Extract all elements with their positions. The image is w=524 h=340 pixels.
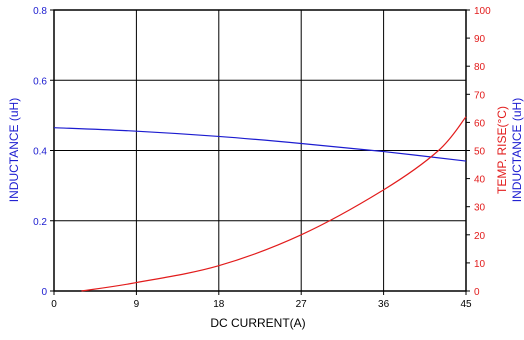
plot-frame xyxy=(53,9,467,292)
right-tick-label: 0 xyxy=(474,287,480,298)
x-tick-label: 0 xyxy=(51,299,57,310)
temp-rise-line xyxy=(81,116,467,292)
right-tick-label: 60 xyxy=(474,118,486,129)
right-axis-label-inductance: INDUCTANCE (uH) xyxy=(510,98,524,202)
x-tick-label: 27 xyxy=(296,299,308,310)
x-tick-label: 36 xyxy=(378,299,390,310)
ticks: 0 9 18 27 36 4500.20.40.60.801020304050607080… xyxy=(33,6,491,310)
right-axis-label-temp: TEMP. RISE(°C) xyxy=(495,106,509,194)
left-tick-label: 0.6 xyxy=(33,76,47,87)
x-tick-label: 45 xyxy=(460,299,472,310)
left-tick-label: 0.8 xyxy=(33,6,47,17)
left-tick-label: 0.2 xyxy=(33,217,47,228)
right-tick-label: 70 xyxy=(474,90,486,101)
right-tick-label: 80 xyxy=(474,62,486,73)
x-tick-label: 18 xyxy=(213,299,225,310)
right-tick-label: 30 xyxy=(474,203,486,214)
x-axis-label: DC CURRENT(A) xyxy=(210,316,305,330)
right-tick-label: 10 xyxy=(474,259,486,270)
grid xyxy=(50,9,470,295)
right-tick-label: 20 xyxy=(474,231,486,242)
series xyxy=(53,116,467,292)
left-axis-label: INDUCTANCE (uH) xyxy=(7,98,21,202)
inductance-line xyxy=(53,127,467,162)
right-tick-label: 50 xyxy=(474,147,486,158)
right-tick-label: 90 xyxy=(474,34,486,45)
left-tick-label: 0.4 xyxy=(33,147,47,158)
right-tick-label: 100 xyxy=(474,6,491,17)
left-tick-label: 0 xyxy=(41,287,47,298)
x-tick-label: 9 xyxy=(134,299,140,310)
right-tick-label: 40 xyxy=(474,175,486,186)
